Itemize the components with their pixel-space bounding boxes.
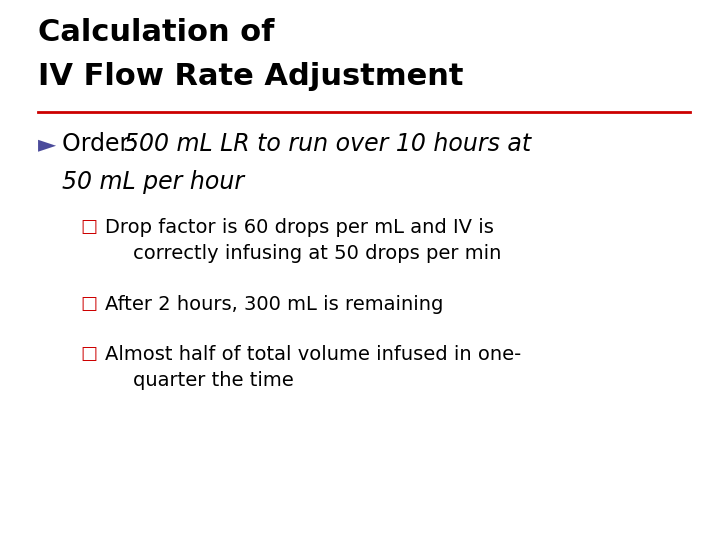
Text: □: □ [80,218,97,236]
Text: □: □ [80,345,97,363]
Text: Almost half of total volume infused in one-: Almost half of total volume infused in o… [105,345,521,364]
Text: Drop factor is 60 drops per mL and IV is: Drop factor is 60 drops per mL and IV is [105,218,494,237]
Text: ►: ► [38,132,56,156]
Text: Calculation of: Calculation of [38,18,274,47]
Text: 500 mL LR to run over 10 hours at: 500 mL LR to run over 10 hours at [124,132,531,156]
Text: After 2 hours, 300 mL is remaining: After 2 hours, 300 mL is remaining [105,295,444,314]
Text: 50 mL per hour: 50 mL per hour [62,170,244,194]
Text: □: □ [80,295,97,313]
Text: quarter the time: quarter the time [133,371,294,390]
Text: correctly infusing at 50 drops per min: correctly infusing at 50 drops per min [133,244,501,263]
Text: IV Flow Rate Adjustment: IV Flow Rate Adjustment [38,62,464,91]
Text: Order:: Order: [62,132,144,156]
